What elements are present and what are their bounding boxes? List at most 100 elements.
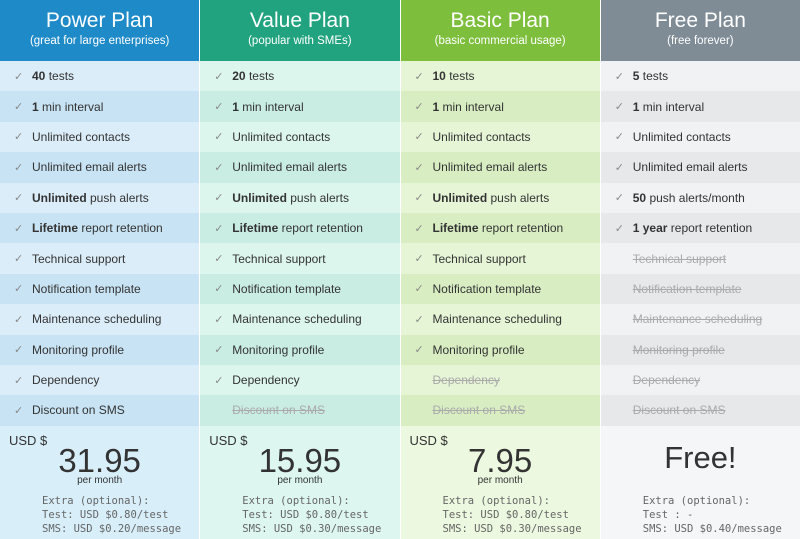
feature-label: tests xyxy=(445,69,475,84)
feature-text: Monitoring profile xyxy=(633,343,725,357)
extra-pricing: Extra (optional): Test: USD $0.80/test SMS… xyxy=(242,494,381,536)
extra-line: Extra (optional): xyxy=(242,495,350,507)
feature-text: Maintenance scheduling xyxy=(232,312,361,326)
check-icon: ✓ xyxy=(14,70,24,83)
feature-row: Dependency xyxy=(400,364,600,396)
plan-header: Free Plan (free forever) xyxy=(600,0,800,61)
feature-label: Unlimited contacts xyxy=(32,129,131,144)
feature-row: ✓ Technical support xyxy=(400,243,600,274)
feature-text: Lifetime report retention xyxy=(232,221,363,235)
feature-text: Unlimited email alerts xyxy=(433,160,548,174)
price-amount: 7.95 xyxy=(468,442,533,479)
feature-row: ✓ Unlimited contacts xyxy=(0,121,200,153)
feature-label: Dependency xyxy=(32,373,100,388)
feature-text: 1 min interval xyxy=(232,100,303,114)
check-icon: ✓ xyxy=(14,313,24,326)
feature-text: Lifetime report retention xyxy=(433,221,564,235)
feature-row: ✓ Unlimited email alerts xyxy=(0,152,200,183)
feature-text: 20 tests xyxy=(232,69,274,83)
feature-label: Discount on SMS xyxy=(432,403,526,418)
feature-row: ✓ 20 tests xyxy=(200,61,400,92)
feature-label: Maintenance scheduling xyxy=(232,312,362,327)
check-icon: ✓ xyxy=(214,283,224,296)
extra-pricing: Extra (optional): Test: USD $0.80/test SMS… xyxy=(42,494,181,536)
feature-row: ✓ Monitoring profile xyxy=(200,334,400,365)
feature-label: push alerts xyxy=(487,190,550,205)
feature-label: Monitoring profile xyxy=(432,342,525,357)
check-icon: ✓ xyxy=(214,131,224,144)
feature-label: Unlimited contacts xyxy=(432,129,531,144)
feature-label: Dependency xyxy=(632,373,701,388)
feature-bold: Lifetime xyxy=(432,221,479,236)
feature-row: ✓ Unlimited contacts xyxy=(600,121,800,153)
price-amount: 15.95 xyxy=(258,442,342,479)
feature-text: Dependency xyxy=(232,373,299,387)
feature-text: Unlimited contacts xyxy=(633,130,731,144)
feature-label: min interval xyxy=(439,99,504,114)
feature-row: ✓ Unlimited contacts xyxy=(200,121,400,153)
feature-bold: Unlimited xyxy=(32,190,87,205)
feature-text: Dependency xyxy=(633,373,700,387)
feature-text: Technical support xyxy=(633,252,726,266)
check-icon: ✓ xyxy=(214,101,224,114)
check-icon: ✓ xyxy=(214,344,224,357)
check-icon: ✓ xyxy=(414,101,424,114)
feature-list: ✓ 10 tests ✓ 1 min interval ✓ Unlimited conta… xyxy=(400,61,600,426)
feature-row: Monitoring profile xyxy=(600,334,800,365)
feature-label: Dependency xyxy=(432,373,500,388)
check-icon: ✓ xyxy=(214,313,224,326)
feature-text: Unlimited push alerts xyxy=(32,191,149,205)
feature-text: Unlimited contacts xyxy=(32,130,130,144)
extra-line: Test: USD $0.80/test xyxy=(442,509,569,521)
feature-label: push alerts xyxy=(86,190,149,205)
feature-label: report retention xyxy=(667,221,753,236)
feature-text: 50 push alerts/month xyxy=(633,191,745,205)
feature-label: Notification template xyxy=(32,281,141,296)
feature-text: Notification template xyxy=(232,282,341,296)
feature-label: Maintenance scheduling xyxy=(32,312,162,327)
feature-text: Discount on SMS xyxy=(32,403,125,417)
feature-bold: Unlimited xyxy=(232,190,287,205)
feature-label: min interval xyxy=(38,99,104,114)
feature-bold: 1 xyxy=(232,99,239,114)
feature-row: Technical support xyxy=(600,243,800,274)
plan-subtitle: (free forever) xyxy=(667,35,734,47)
feature-row: ✓ Unlimited email alerts xyxy=(400,152,600,183)
check-icon: ✓ xyxy=(414,313,424,326)
check-icon: ✓ xyxy=(414,70,424,83)
feature-label: Unlimited contacts xyxy=(232,129,331,144)
plan-name: Free Plan xyxy=(654,9,746,32)
feature-row: ✓ Technical support xyxy=(0,243,200,274)
feature-label: Technical support xyxy=(232,251,326,266)
plan-column: Value Plan (popular with SMEs) ✓ 20 tests ✓ 1… xyxy=(199,0,400,539)
feature-label: Notification template xyxy=(232,281,341,296)
feature-row: ✓ 1 min interval xyxy=(600,91,800,122)
extra-line: Extra (optional): xyxy=(642,495,751,507)
feature-row: ✓ Maintenance scheduling xyxy=(0,304,200,335)
feature-row: Discount on SMS xyxy=(200,395,400,426)
feature-bold: 1 year xyxy=(632,221,668,236)
check-icon: ✓ xyxy=(14,344,24,357)
feature-row: ✓ Notification template xyxy=(200,273,400,305)
check-icon: ✓ xyxy=(414,192,424,205)
feature-label: min interval xyxy=(238,99,304,114)
check-icon: ✓ xyxy=(414,161,424,174)
feature-label: Discount on SMS xyxy=(632,403,726,418)
check-icon: ✓ xyxy=(614,101,624,114)
check-icon: ✓ xyxy=(214,192,224,205)
feature-label: min interval xyxy=(639,99,705,114)
feature-text: Maintenance scheduling xyxy=(433,312,562,326)
feature-row: ✓ Unlimited email alerts xyxy=(600,152,800,183)
check-icon: ✓ xyxy=(214,222,224,235)
extra-line: SMS: USD $0.20/message xyxy=(42,523,182,535)
feature-row: ✓ Notification template xyxy=(0,273,200,305)
feature-label: push alerts/month xyxy=(646,190,745,205)
extra-pricing: Extra (optional): Test: USD $0.80/test SMS… xyxy=(443,494,582,536)
currency-label: USD $ xyxy=(9,433,48,448)
feature-label: Technical support xyxy=(432,251,526,266)
feature-text: Lifetime report retention xyxy=(32,221,163,235)
check-icon: ✓ xyxy=(414,344,424,357)
check-icon: ✓ xyxy=(14,253,24,266)
feature-bold: Unlimited xyxy=(432,190,488,205)
